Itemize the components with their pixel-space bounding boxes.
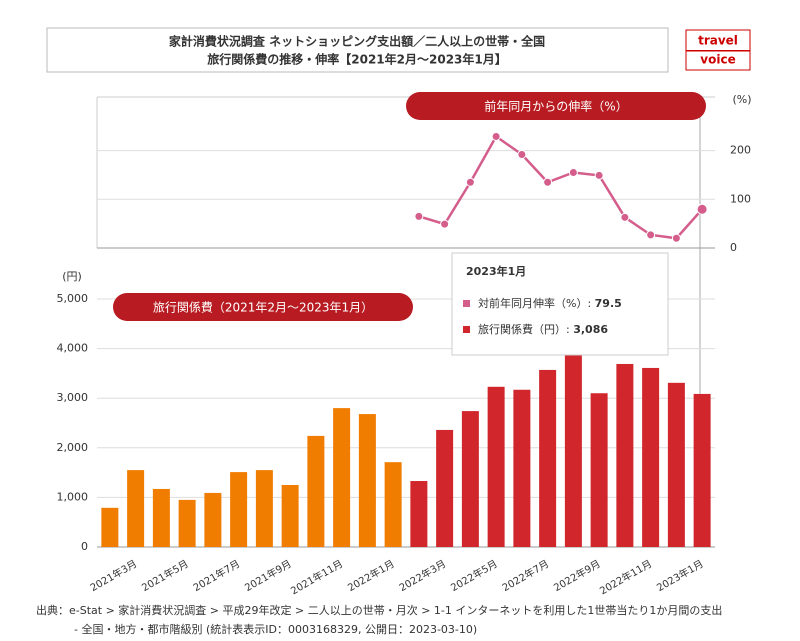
- bar: [539, 369, 557, 547]
- legend-label: 前年同月からの伸率（%）: [484, 99, 627, 114]
- bar: [384, 462, 402, 547]
- bar: [564, 352, 582, 547]
- tooltip: 2023年1月 対前年同月伸率（%）: 79.5 旅行関係費（円）: 3,086: [451, 252, 669, 356]
- point: [440, 219, 450, 229]
- legend-banner-bg: [113, 293, 413, 321]
- y-tick-label: 200: [730, 144, 751, 157]
- point: [543, 177, 553, 187]
- legend-label: 旅行関係費（2021年2月～2023年1月）: [153, 300, 373, 315]
- bar: [152, 488, 170, 547]
- y-tick-label: 0: [81, 540, 88, 553]
- legend-banner: 旅行関係費（2021年2月～2023年1月）: [113, 293, 413, 321]
- x-tick-label: 2022年11月: [597, 557, 654, 597]
- x-tick-label: 2022年7月: [500, 557, 551, 594]
- y-tick-label: 2,000: [57, 441, 89, 454]
- bar: [255, 470, 273, 547]
- x-tick-label: 2022年1月: [345, 557, 396, 594]
- tooltip-label: 旅行関係費（円）:: [478, 322, 573, 336]
- tooltip-box: [451, 252, 669, 356]
- tooltip-value: 3,086: [573, 323, 608, 336]
- title: 旅行関係費の推移・伸率【2021年2月～2023年1月】: [207, 52, 507, 67]
- line: [418, 134, 704, 240]
- tooltip-label: 対前年同月伸率（%）:: [478, 296, 595, 310]
- y-tick-label: 0: [730, 241, 737, 254]
- tooltip-item: 対前年同月伸率（%）: 79.5: [478, 296, 622, 310]
- point: [414, 211, 424, 221]
- x-tick-label: 2021年9月: [242, 557, 293, 594]
- point: [620, 212, 630, 222]
- bar: [616, 363, 634, 547]
- y-tick-label: 5,000: [57, 292, 89, 305]
- point: [491, 131, 501, 141]
- bar: [693, 393, 711, 547]
- bar: [101, 507, 119, 547]
- y-tick-label: 4,000: [57, 342, 89, 355]
- x-tick-label: 2021年3月: [88, 557, 139, 594]
- x-tick-label: 2021年11月: [288, 557, 345, 597]
- logo-text: travel: [698, 34, 738, 48]
- bar: [487, 386, 505, 547]
- logo-text: voice: [700, 53, 735, 67]
- bar: [590, 393, 608, 547]
- axis-unit: (%): [732, 93, 751, 106]
- tooltip-title: 2023年1月: [466, 264, 526, 278]
- point: [465, 177, 475, 187]
- bar: [307, 435, 325, 547]
- point: [594, 170, 604, 180]
- legend-banner-bg: [406, 92, 706, 120]
- title: 家計消費状況調査 ネットショッピング支出額／二人以上の世帯・全国: [169, 34, 545, 49]
- x-tick-label: 2021年5月: [139, 557, 190, 594]
- bar: [642, 367, 660, 547]
- point: [646, 230, 656, 240]
- bar: [281, 485, 299, 547]
- x-tick-label: 2022年5月: [448, 557, 499, 594]
- point: [671, 233, 681, 243]
- x-tick-label: 2023年1月: [654, 557, 705, 594]
- tooltip-swatch: [463, 300, 470, 307]
- bar: [204, 492, 222, 547]
- logo-line: [686, 50, 750, 52]
- legend-banner: 前年同月からの伸率（%）: [406, 92, 706, 120]
- x-tick-label: 2022年9月: [551, 557, 602, 594]
- bar: [333, 408, 351, 547]
- tooltip-value: 79.5: [595, 297, 622, 310]
- y-tick-label: 1,000: [57, 490, 89, 503]
- bar: [410, 481, 428, 547]
- x-tick-label: 2021年7月: [191, 557, 242, 594]
- y-tick-label: 100: [730, 192, 751, 205]
- bar: [127, 470, 145, 547]
- point: [568, 168, 578, 177]
- point: [517, 149, 527, 159]
- source: 出典：e-Stat > 家計消費状況調査 > 平成29年改定 > 二人以上の世帯…: [36, 603, 722, 617]
- bar: [436, 429, 454, 547]
- bar: [461, 411, 479, 547]
- bar: [358, 414, 376, 547]
- x-tick-label: 2022年3月: [397, 557, 448, 594]
- bar: [513, 389, 531, 547]
- bar: [230, 472, 248, 547]
- bar: [667, 382, 685, 547]
- title-box: [46, 27, 669, 73]
- axis-unit: (円): [62, 270, 82, 283]
- bar: [178, 499, 196, 547]
- tooltip-item: 旅行関係費（円）: 3,086: [478, 322, 608, 336]
- point: [696, 203, 708, 215]
- tooltip-swatch: [463, 326, 470, 333]
- y-tick-label: 3,000: [57, 391, 89, 404]
- source: - 全国・地方・都市階級別 (統計表表示ID：0003168329, 公開日：2…: [74, 622, 477, 636]
